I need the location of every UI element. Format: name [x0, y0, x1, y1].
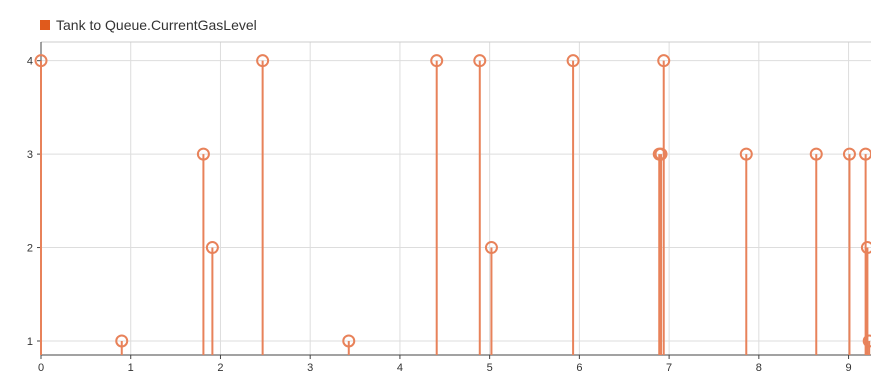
stem-marker — [566, 54, 580, 68]
stem-marker — [862, 334, 871, 348]
x-tick-label: 4 — [397, 362, 403, 374]
stem-marker — [196, 147, 210, 161]
stem-marker — [739, 147, 753, 161]
x-tick-label: 8 — [756, 362, 762, 374]
stem-marker — [473, 54, 487, 68]
stem-marker — [809, 147, 823, 161]
stem-marker — [256, 54, 270, 68]
legend-swatch — [40, 20, 50, 30]
x-tick-label: 2 — [217, 362, 223, 374]
x-tick-label: 6 — [576, 362, 582, 374]
x-tick-label: 3 — [307, 362, 313, 374]
legend: Tank to Queue.CurrentGasLevel — [40, 17, 257, 33]
stem-marker — [657, 54, 671, 68]
stem-marker — [115, 334, 129, 348]
y-tick-label: 3 — [27, 149, 33, 161]
y-tick-label: 1 — [27, 336, 33, 348]
y-tick-label: 4 — [27, 56, 33, 68]
x-tick-label: 5 — [487, 362, 493, 374]
stem-marker — [430, 54, 444, 68]
stem-marker — [860, 241, 871, 255]
stem-marker — [654, 147, 668, 161]
stem-marker — [842, 147, 856, 161]
stem-marker — [205, 241, 219, 255]
x-tick-label: 9 — [846, 362, 852, 374]
stem-marker — [342, 334, 356, 348]
stem-marker — [859, 147, 871, 161]
y-tick-label: 2 — [27, 243, 33, 255]
stem-marker — [34, 54, 48, 68]
stem-marker — [484, 241, 498, 255]
legend-label: Tank to Queue.CurrentGasLevel — [56, 17, 257, 33]
x-tick-label: 0 — [38, 362, 44, 374]
x-tick-label: 7 — [666, 362, 672, 374]
x-tick-label: 1 — [128, 362, 134, 374]
